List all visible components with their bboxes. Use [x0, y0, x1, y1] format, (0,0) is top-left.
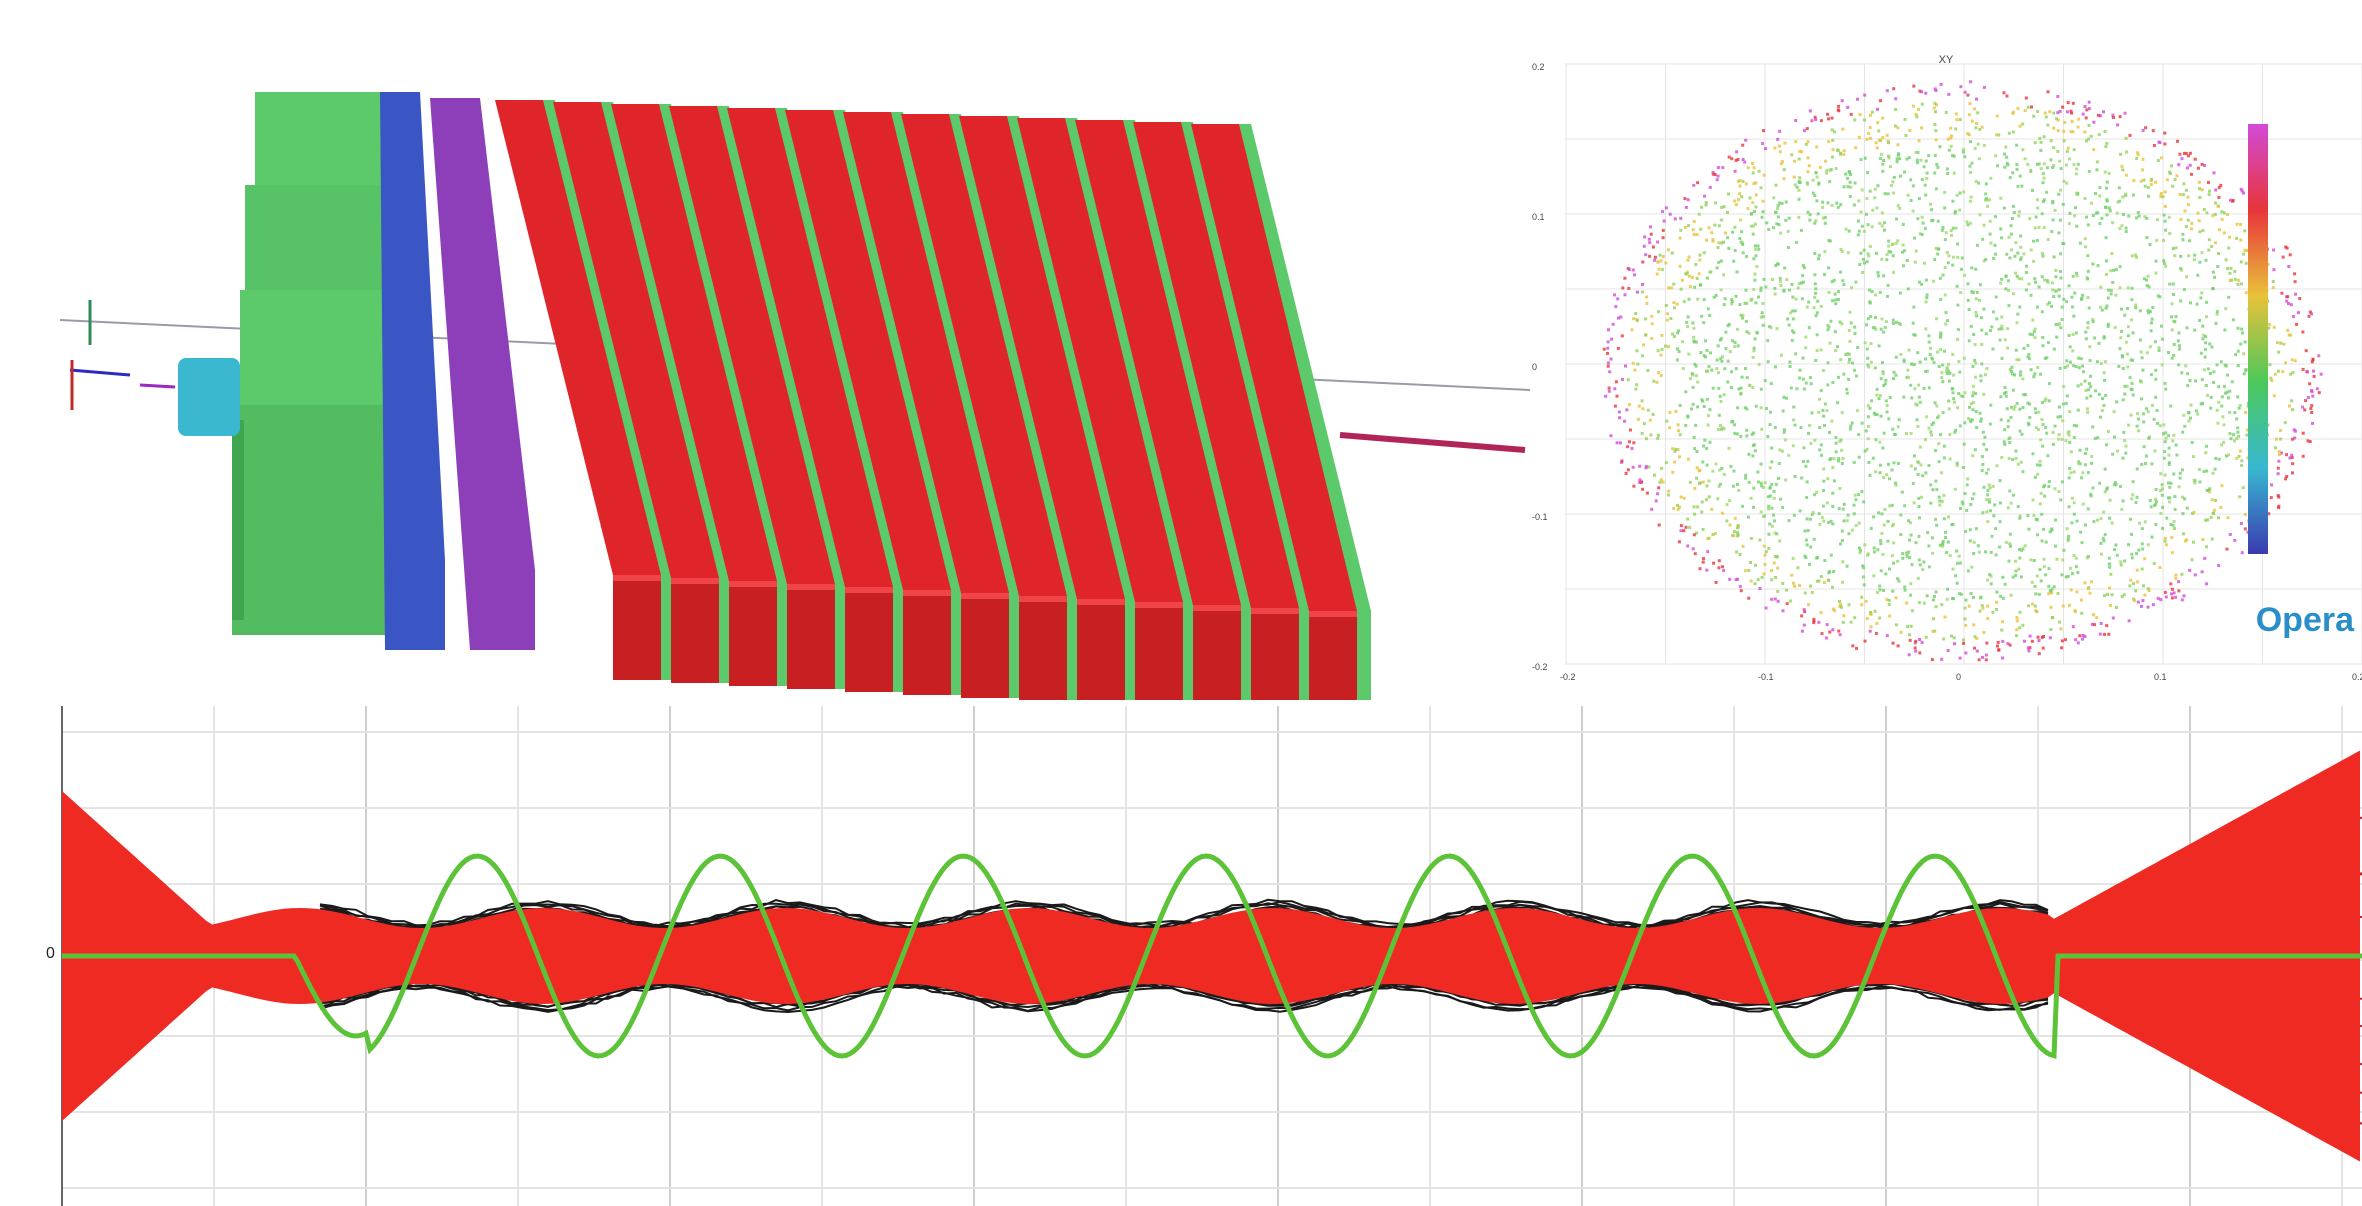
- electrode-block: [787, 584, 835, 689]
- field-curve: [62, 853, 2362, 1060]
- electrode-plate: [1191, 124, 1357, 611]
- xy-y-tick-label: -0.2: [1532, 662, 1548, 672]
- xy-x-tick-label: -0.1: [1758, 672, 1774, 682]
- y-zero-label: 0: [46, 945, 55, 962]
- electrode-plate: [727, 108, 893, 587]
- electrode-block: [1251, 608, 1299, 700]
- xy-x-tick-label: 0: [1956, 672, 1961, 682]
- particle-trajectory: [319, 898, 2049, 927]
- electrode-block: [1077, 599, 1125, 700]
- electrode-plate: [843, 112, 1009, 593]
- blue-plate: [380, 92, 445, 650]
- particle-trajectory: [319, 984, 2049, 1012]
- xy-y-tick-label: 0.1: [1532, 212, 1545, 222]
- geometry-model-canvas: [59, 92, 1530, 700]
- beam-trajectory-canvas: 0: [46, 706, 2362, 1206]
- electrode-plate: [1017, 118, 1183, 602]
- xy-y-tick-label: 0: [1532, 362, 1537, 372]
- electrode-plate: [495, 100, 661, 575]
- electrode-block: [845, 587, 893, 692]
- color-scale-bar: [2248, 124, 2268, 554]
- electrode-plate: [785, 110, 951, 590]
- xy-plot-title: XY: [1938, 54, 1954, 66]
- xy-x-tick-label: -0.2: [1560, 672, 1576, 682]
- xy-y-tick-label: 0.2: [1532, 62, 1545, 72]
- electrode-plate: [1075, 120, 1241, 605]
- beam-line: [1339, 432, 1526, 453]
- electrode-plate: [959, 116, 1125, 599]
- beam-envelope: [62, 750, 2360, 1162]
- electrode-block: [903, 590, 951, 695]
- electrode-block: [729, 581, 777, 686]
- beam-trajectory-plot: 0: [0, 706, 2362, 1206]
- electrode-plate: [1133, 122, 1299, 608]
- xy-y-tick-label: -0.1: [1532, 512, 1548, 522]
- electrode-plate: [611, 104, 777, 581]
- coordinate-triad-icon: [69, 300, 176, 410]
- electrode-plate: [553, 102, 719, 578]
- input-stub: [178, 358, 240, 436]
- xy-x-tick-label: 0.1: [2154, 672, 2167, 682]
- electrode-block: [1019, 596, 1067, 700]
- purple-plate: [430, 98, 535, 650]
- particle-trajectory: [319, 902, 2049, 929]
- green-end-blocks: [232, 92, 392, 635]
- electrode-block: [613, 575, 661, 680]
- electrode-plate: [669, 106, 835, 584]
- electrode-block: [1193, 605, 1241, 700]
- xy-scatter-canvas: 0.2 0.1 0 -0.1 -0.2 -0.2 -0.1 0 0.1 0.2: [1532, 62, 2362, 682]
- electrode-stack: [495, 100, 1371, 700]
- electrode-block: [1135, 602, 1183, 700]
- opera-logo: Opera: [2255, 601, 2354, 639]
- electrode-plate: [901, 114, 1067, 596]
- electrode-block: [671, 578, 719, 683]
- xy-x-tick-label: 0.2: [2352, 672, 2362, 682]
- electrode-block: [961, 593, 1009, 698]
- electrode-block: [1309, 611, 1357, 700]
- xy-scatter-plot: XY 0.2 0.1 0 -0.1 -0.2 -0.2 -0.1 0 0.1 0.2 Opera: [1530, 52, 2362, 692]
- geometry-model-view: [0, 0, 1530, 700]
